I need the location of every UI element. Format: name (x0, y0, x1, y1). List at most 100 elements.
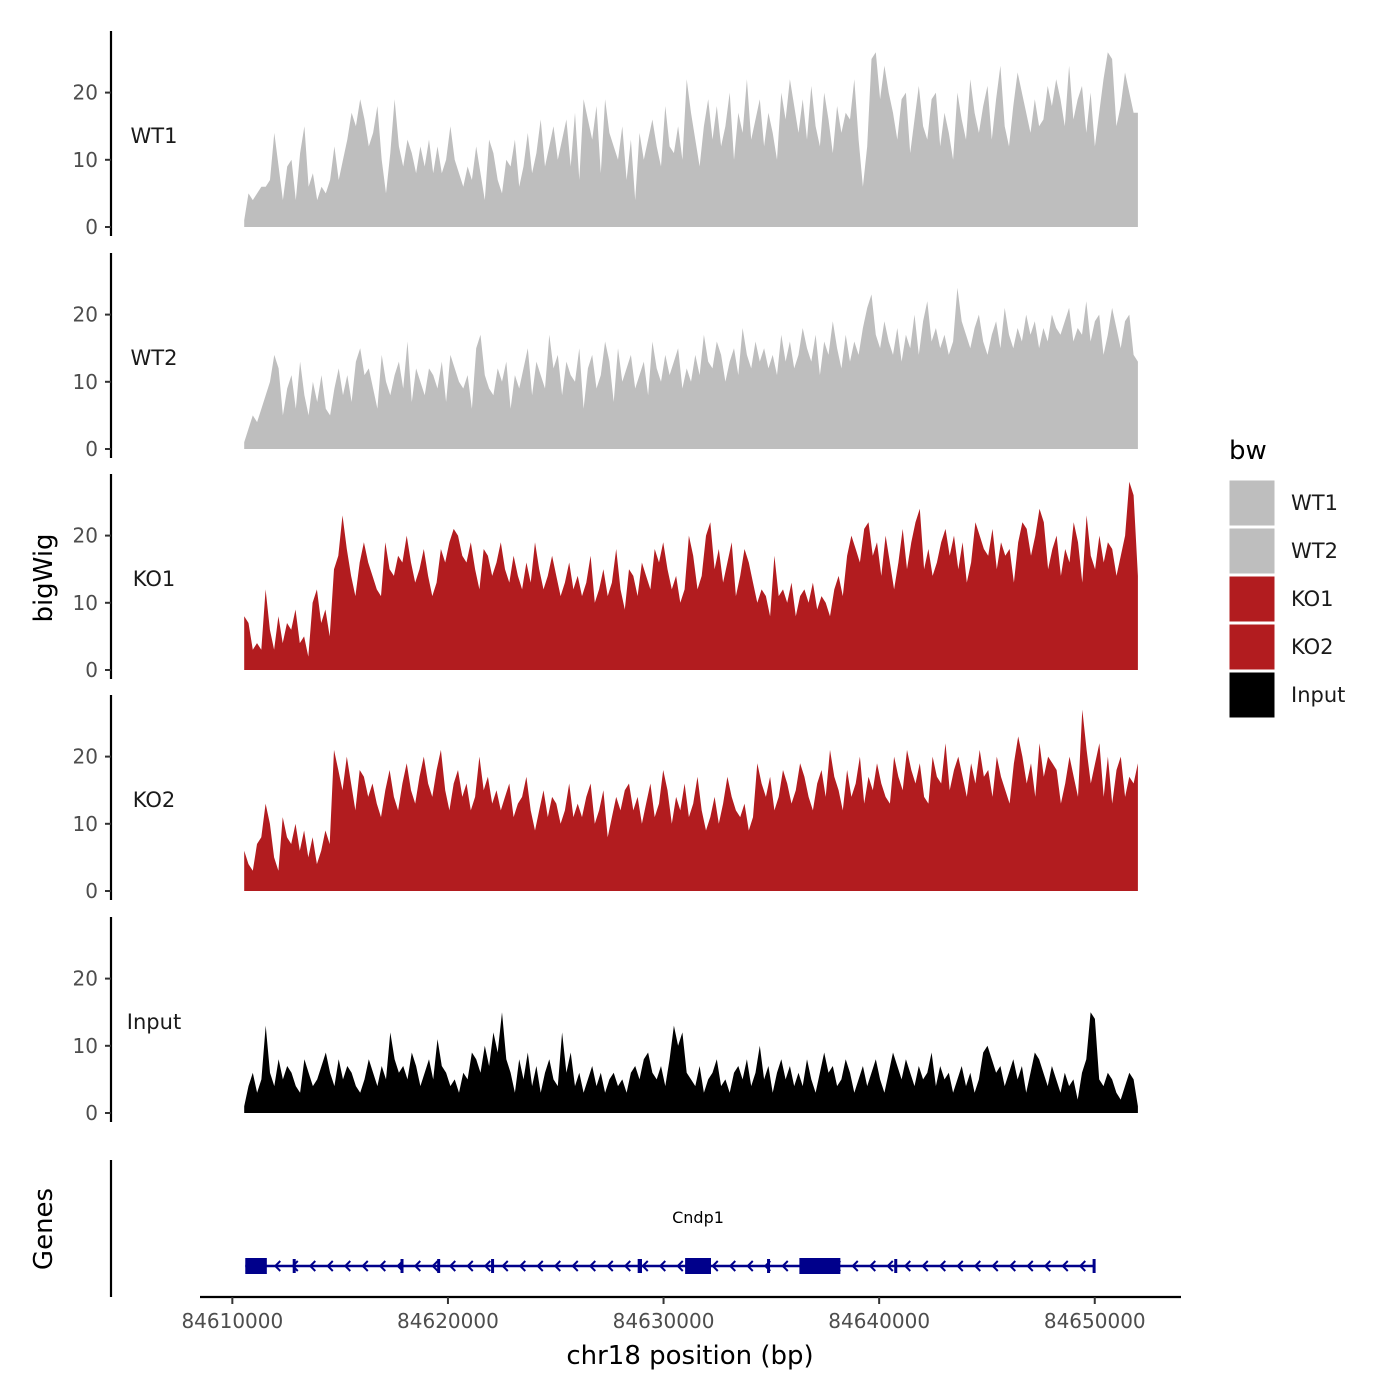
track-label: KO1 (133, 567, 176, 591)
track-ko1: 0 10 20 KO1 (73, 474, 1138, 682)
strand-arrow (1008, 1260, 1016, 1272)
strand-arrow (1078, 1260, 1086, 1272)
y-tick-label: 10 (73, 370, 98, 394)
strand-arrow (308, 1260, 316, 1272)
exon (637, 1259, 642, 1273)
legend-label-input: Input (1291, 683, 1345, 707)
strand-arrow (326, 1260, 334, 1272)
legend-label-ko2: KO2 (1291, 635, 1334, 659)
strand-arrow (868, 1260, 876, 1272)
gene-track-title: Genes (29, 1188, 59, 1270)
strand-arrow (973, 1260, 981, 1272)
y-tick-label: 0 (85, 1101, 98, 1125)
exon (437, 1259, 441, 1273)
exon (400, 1259, 404, 1273)
x-tick-label: 84610000 (181, 1309, 283, 1333)
strand-arrow (623, 1260, 631, 1272)
coverage-area-ko2 (244, 709, 1138, 891)
y-axis-title: bigWig (29, 533, 59, 622)
y-tick-label: 20 (73, 303, 98, 327)
coverage-area-input (244, 1012, 1138, 1113)
legend-swatch-ko2 (1228, 623, 1276, 671)
y-tick-label: 0 (85, 658, 98, 682)
y-tick-label: 20 (73, 745, 98, 769)
legend-label-ko1: KO1 (1291, 587, 1334, 611)
y-tick-label: 10 (73, 812, 98, 836)
legend-swatch-wt2 (1228, 527, 1276, 575)
exon (245, 1258, 267, 1274)
y-tick-label: 20 (73, 524, 98, 548)
strand-arrow (448, 1260, 456, 1272)
strand-arrow (413, 1260, 421, 1272)
strand-arrow (273, 1260, 281, 1272)
strand-arrow (676, 1260, 684, 1272)
strand-arrow (1061, 1260, 1069, 1272)
y-tick-label: 20 (73, 81, 98, 105)
gene-track: Cndp1 (109, 1160, 1096, 1297)
strand-arrow (641, 1260, 649, 1272)
track-label: Input (127, 1010, 181, 1034)
strand-arrow (466, 1260, 474, 1272)
legend-swatch-ko1 (1228, 575, 1276, 623)
track-wt2: 0 10 20 WT2 (73, 253, 1138, 461)
bigwig-tracks: 0 10 20 WT1 0 10 20 WT2 0 10 20 KO1 0 10 20 KO2 0 10 20 Inp… (73, 31, 1138, 1125)
strand-arrow (711, 1260, 719, 1272)
strand-arrow (903, 1260, 911, 1272)
strand-arrow (571, 1260, 579, 1272)
strand-arrow (606, 1260, 614, 1272)
strand-arrow (343, 1260, 351, 1272)
track-input: 0 10 20 Input (73, 917, 1138, 1125)
strand-arrow (781, 1260, 789, 1272)
strand-arrow (553, 1260, 561, 1272)
strand-arrow (501, 1260, 509, 1272)
strand-arrow (1026, 1260, 1034, 1272)
strand-arrow (536, 1260, 544, 1272)
strand-arrow (378, 1260, 386, 1272)
strand-arrow (658, 1260, 666, 1272)
exon (491, 1259, 495, 1273)
x-tick-label: 84640000 (828, 1309, 930, 1333)
track-label: WT1 (131, 124, 178, 148)
strand-arrow (483, 1260, 491, 1272)
y-tick-label: 0 (85, 437, 98, 461)
strand-arrow (588, 1260, 596, 1272)
y-tick-label: 10 (73, 148, 98, 172)
strand-arrow (1043, 1260, 1051, 1272)
gene-name: Cndp1 (672, 1208, 724, 1227)
x-axis-title: chr18 position (bp) (566, 1341, 813, 1371)
strand-arrow (938, 1260, 946, 1272)
exon (767, 1259, 771, 1273)
legend-title: bw (1229, 436, 1267, 466)
legend-label-wt2: WT2 (1291, 539, 1338, 563)
exon (1092, 1259, 1096, 1273)
legend-label-wt1: WT1 (1291, 491, 1338, 515)
x-axis: 84610000 84620000 84630000 84640000 84650000 (181, 1295, 1181, 1333)
exon (799, 1258, 841, 1274)
x-tick-label: 84620000 (397, 1309, 499, 1333)
x-tick-label: 84630000 (613, 1309, 715, 1333)
coverage-area-wt1 (244, 52, 1138, 227)
track-label: KO2 (133, 788, 176, 812)
strand-arrow (956, 1260, 964, 1272)
strand-arrow (728, 1260, 736, 1272)
legend: bw WT1 WT2 KO1 KO2 Input (1228, 436, 1345, 719)
legend-swatch-wt1 (1228, 479, 1276, 527)
strand-arrow (991, 1260, 999, 1272)
legend-swatch-input (1228, 671, 1276, 719)
coverage-area-ko1 (244, 481, 1138, 670)
exon (894, 1259, 898, 1273)
coverage-area-wt2 (244, 287, 1138, 449)
strand-arrow (851, 1260, 859, 1272)
strand-arrow (921, 1260, 929, 1272)
y-tick-label: 0 (85, 879, 98, 903)
track-wt1: 0 10 20 WT1 (73, 31, 1138, 239)
y-tick-label: 20 (73, 967, 98, 991)
y-tick-label: 0 (85, 215, 98, 239)
x-tick-label: 84650000 (1044, 1309, 1146, 1333)
y-tick-label: 10 (73, 1034, 98, 1058)
strand-arrow (746, 1260, 754, 1272)
strand-arrow (886, 1260, 894, 1272)
strand-arrow (361, 1260, 369, 1272)
y-tick-label: 10 (73, 591, 98, 615)
strand-arrow (518, 1260, 526, 1272)
